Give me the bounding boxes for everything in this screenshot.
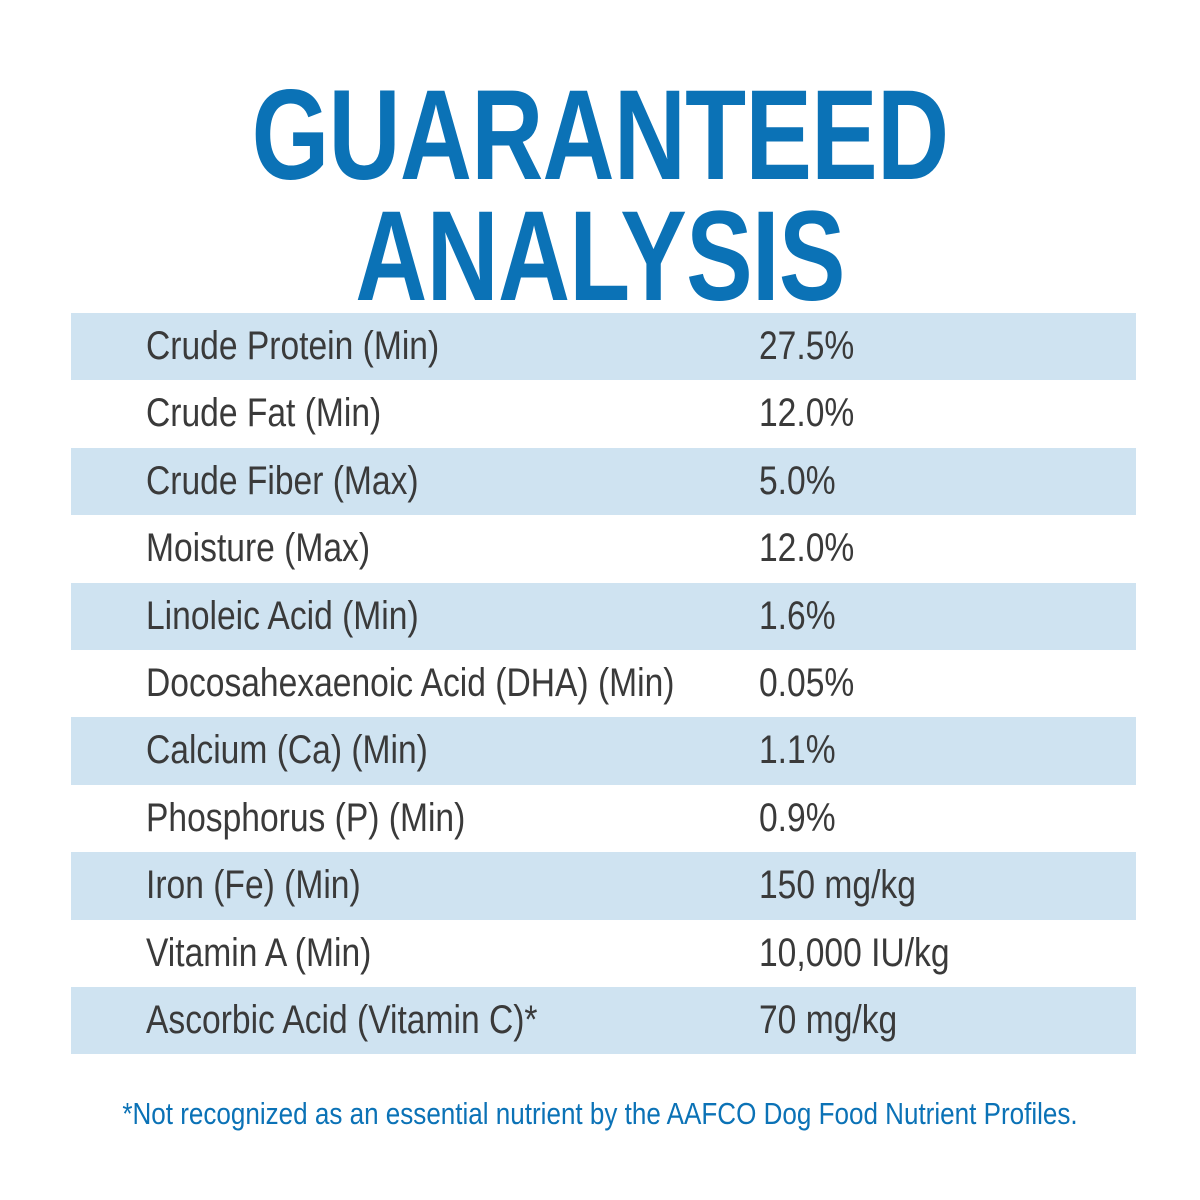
table-row: Linoleic Acid (Min) 1.6% bbox=[71, 582, 1136, 650]
table-row: Crude Fat (Min) 12.0% bbox=[71, 380, 1136, 447]
page-title-line-1: GUARANTEED bbox=[251, 64, 949, 207]
nutrient-name: Crude Protein (Min) bbox=[146, 324, 440, 368]
nutrient-name: Iron (Fe) (Min) bbox=[146, 863, 361, 908]
table-row: Calcium (Ca) (Min) 1.1% bbox=[71, 717, 1136, 785]
nutrient-value: 10,000 IU/kg bbox=[759, 930, 950, 975]
nutrient-name: Docosahexaenoic Acid (DHA) (Min) bbox=[146, 660, 675, 705]
table-row: Crude Fiber (Max) 5.0% bbox=[71, 447, 1136, 516]
page-title-line-2: ANALYSIS bbox=[355, 185, 845, 328]
nutrient-value: 1.6% bbox=[759, 593, 836, 638]
nutrient-name: Phosphorus (P) (Min) bbox=[146, 795, 466, 840]
table-row: Crude Protein (Min) 27.5% bbox=[71, 313, 1136, 381]
nutrient-value: 0.05% bbox=[759, 660, 855, 705]
nutrient-value: 5.0% bbox=[759, 458, 836, 503]
table-row: Ascorbic Acid (Vitamin C)* 70 mg/kg bbox=[71, 986, 1136, 1055]
table-row: Iron (Fe) (Min) 150 mg/kg bbox=[71, 852, 1136, 920]
nutrient-value: 12.0% bbox=[759, 526, 855, 571]
nutrient-value: 1.1% bbox=[759, 728, 836, 773]
table-row: Docosahexaenoic Acid (DHA) (Min) 0.05% bbox=[71, 650, 1136, 717]
nutrient-name: Vitamin A (Min) bbox=[146, 930, 372, 975]
footnote: *Not recognized as an essential nutrient… bbox=[122, 1096, 1078, 1131]
table-row: Phosphorus (P) (Min) 0.9% bbox=[71, 785, 1136, 852]
nutrient-name: Ascorbic Acid (Vitamin C)* bbox=[146, 997, 538, 1042]
nutrient-name: Crude Fiber (Max) bbox=[146, 458, 419, 503]
nutrient-name: Linoleic Acid (Min) bbox=[146, 593, 419, 638]
nutrient-value: 150 mg/kg bbox=[759, 863, 916, 908]
table-row: Vitamin A (Min) 10,000 IU/kg bbox=[71, 920, 1136, 987]
nutrient-value: 27.5% bbox=[759, 324, 855, 368]
table-row: Moisture (Max) 12.0% bbox=[71, 515, 1136, 582]
nutrient-value: 70 mg/kg bbox=[759, 997, 898, 1042]
nutrient-name: Moisture (Max) bbox=[146, 526, 371, 571]
nutrient-name: Crude Fat (Min) bbox=[146, 391, 382, 436]
nutrient-value: 0.9% bbox=[759, 795, 836, 840]
nutrient-name: Calcium (Ca) (Min) bbox=[146, 728, 428, 773]
guaranteed-analysis-table: Crude Protein (Min) 27.5% Crude Fat (Min… bbox=[71, 313, 1136, 1055]
nutrient-value: 12.0% bbox=[759, 391, 855, 436]
